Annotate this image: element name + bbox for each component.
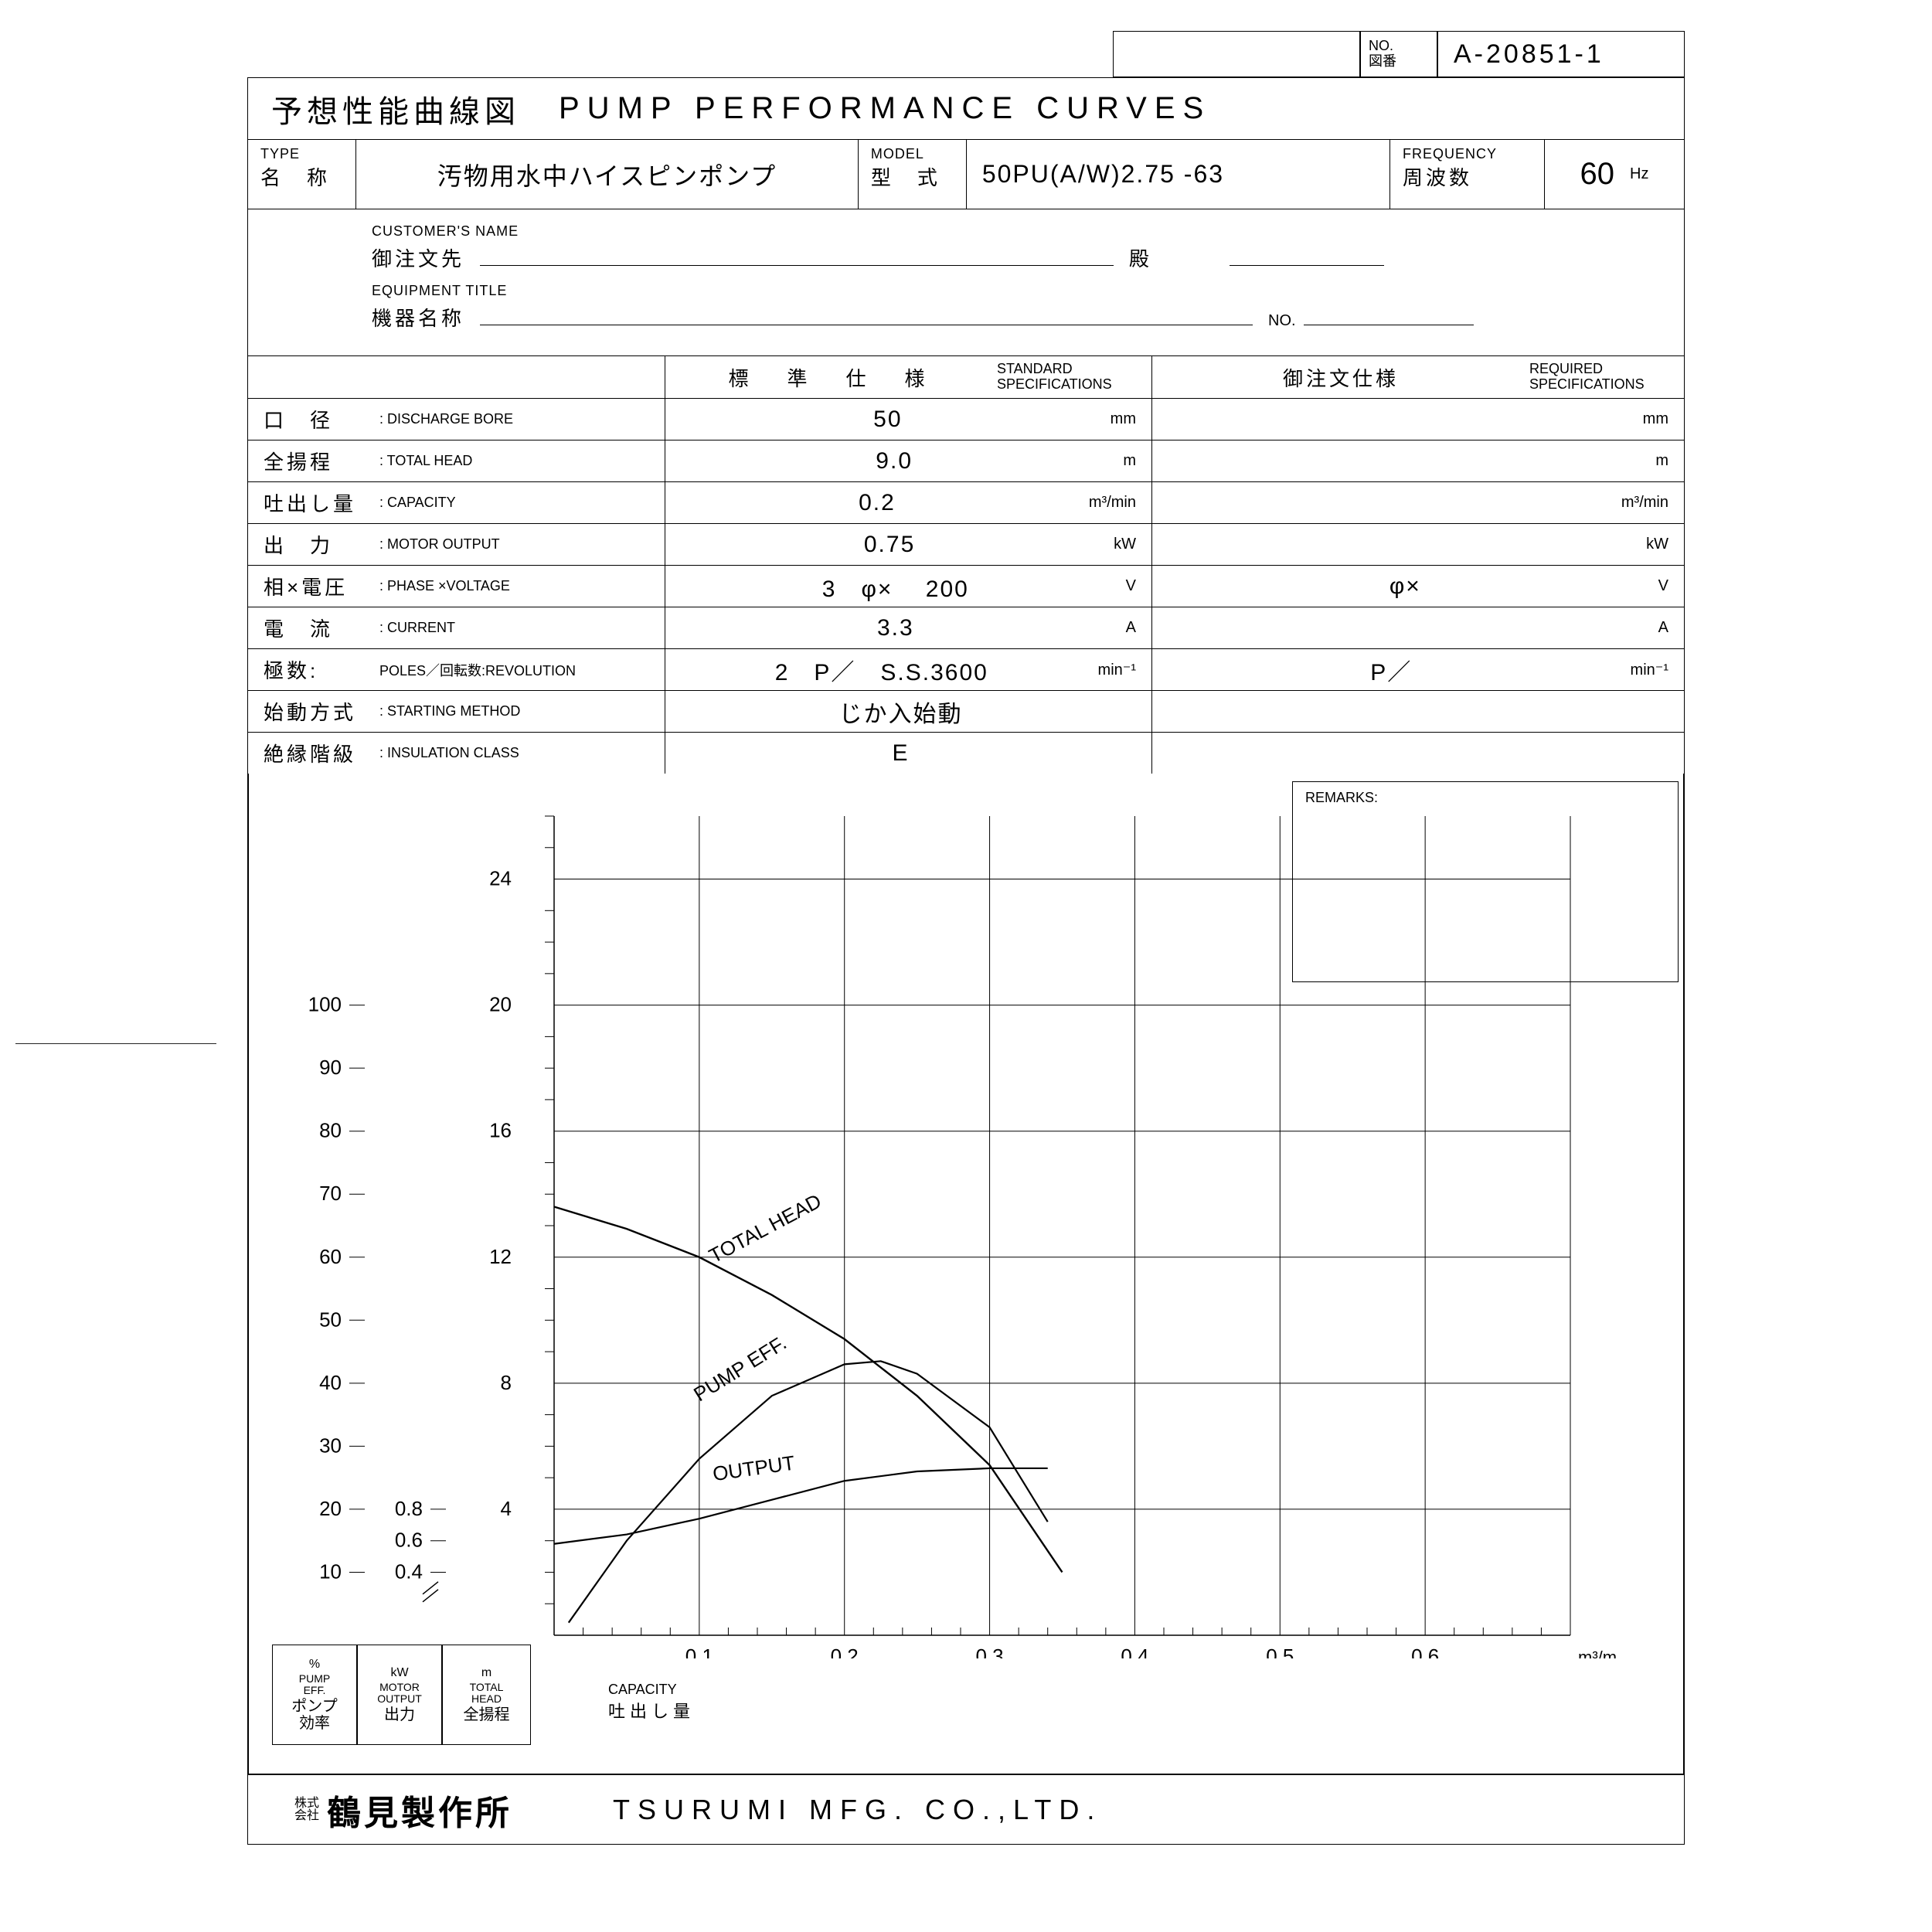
svg-text:100: 100 <box>308 993 342 1016</box>
svg-text:m³/min: m³/min <box>1578 1648 1617 1658</box>
svg-text:20: 20 <box>319 1497 342 1520</box>
footer-row: 株式 会社 鶴見製作所 TSURUMI MFG. CO.,LTD. <box>248 1774 1684 1844</box>
freq-unit: Hz <box>1630 165 1648 183</box>
customer-name-label-jp: 御注文先 <box>372 243 464 272</box>
equipment-label-jp: 機器名称 <box>372 303 464 332</box>
x-axis-caption: CAPACITY吐出し量 <box>608 1682 695 1723</box>
svg-text:TOTAL HEAD: TOTAL HEAD <box>705 1189 825 1268</box>
svg-text:4: 4 <box>501 1497 512 1520</box>
equipment-no-label: NO. <box>1268 312 1296 330</box>
svg-text:60: 60 <box>319 1245 342 1268</box>
freq-label-jp: 周波数 <box>1403 162 1544 191</box>
axis-label-box: kWMOTOR OUTPUT出力 <box>357 1645 442 1745</box>
svg-text:30: 30 <box>319 1434 342 1457</box>
spec-row: 電 流: CURRENT3.3AA <box>248 607 1684 648</box>
customer-honorific: 殿 <box>1129 243 1152 272</box>
svg-text:50: 50 <box>319 1308 342 1331</box>
spec-row: 極数:POLES／回転数:REVOLUTION2 P／ S.S.3600min⁻… <box>248 648 1684 690</box>
type-label-jp: 名 称 <box>260 162 355 191</box>
title-en: PUMP PERFORMANCE CURVES <box>559 91 1211 126</box>
svg-text:24: 24 <box>489 867 512 890</box>
svg-text:80: 80 <box>319 1119 342 1142</box>
title-row: 予想性能曲線図 PUMP PERFORMANCE CURVES <box>248 77 1684 139</box>
spec-row: 始動方式: STARTING METHODじか入始動 <box>248 690 1684 732</box>
svg-text:0.4: 0.4 <box>1121 1645 1148 1658</box>
svg-text:0.5: 0.5 <box>1266 1645 1294 1658</box>
axis-label-box: mTOTAL HEAD全揚程 <box>442 1645 531 1745</box>
freq-value: 60 <box>1580 157 1615 192</box>
footer-prefix: 株式 会社 <box>294 1798 319 1822</box>
document-page: NO. 図番 A-20851-1 予想性能曲線図 PUMP PERFORMANC… <box>247 31 1685 1845</box>
svg-text:8: 8 <box>501 1371 512 1394</box>
model-label-en: MODEL <box>871 146 966 162</box>
equipment-field <box>480 299 1253 325</box>
type-value: 汚物用水中ハイスピンポンプ <box>437 157 777 192</box>
type-label-en: TYPE <box>260 146 355 162</box>
customer-suffix-field <box>1230 240 1384 266</box>
svg-text:0.4: 0.4 <box>395 1560 423 1583</box>
svg-text:0.3: 0.3 <box>975 1645 1003 1658</box>
svg-text:70: 70 <box>319 1182 342 1205</box>
customer-block: CUSTOMER'S NAME 御注文先 殿 EQUIPMENT TITLE 機… <box>248 209 1684 355</box>
svg-text:OUTPUT: OUTPUT <box>711 1451 796 1486</box>
spec-row: 吐出し量: CAPACITY0.2m³/minm³/min <box>248 481 1684 523</box>
svg-text:0.8: 0.8 <box>395 1497 423 1520</box>
model-value: 50PU(A/W)2.75 -63 <box>982 160 1224 189</box>
docno-row: NO. 図番 A-20851-1 <box>247 31 1685 77</box>
model-label-jp: 型 式 <box>871 162 966 191</box>
footer-company-en: TSURUMI MFG. CO.,LTD. <box>613 1794 1102 1826</box>
spec-row: 絶縁階級: INSULATION CLASSE <box>248 732 1684 774</box>
header-row: TYPE 名 称 汚物用水中ハイスピンポンプ MODEL 型 式 50PU(A/… <box>248 139 1684 209</box>
decorative-dash <box>15 1043 216 1044</box>
svg-text:16: 16 <box>489 1119 512 1142</box>
svg-text:0.6: 0.6 <box>395 1529 423 1552</box>
title-jp: 予想性能曲線図 <box>271 87 520 131</box>
spec-row: 全揚程: TOTAL HEAD9.0mm <box>248 440 1684 481</box>
footer-logo-jp: 鶴見製作所 <box>327 1785 512 1835</box>
svg-text:0.6: 0.6 <box>1411 1645 1439 1658</box>
equipment-no-field <box>1304 299 1474 325</box>
axis-label-box: %PUMP EFF.ポンプ 効率 <box>272 1645 357 1745</box>
customer-name-label-en: CUSTOMER'S NAME <box>372 223 1653 240</box>
spec-table: 標 準 仕 様STANDARD SPECIFICATIONS御注文仕様REQUI… <box>248 355 1684 774</box>
spec-row: 出 力: MOTOR OUTPUT0.75kWkW <box>248 523 1684 565</box>
svg-text:40: 40 <box>319 1371 342 1394</box>
customer-name-field <box>480 240 1114 266</box>
main-frame: 予想性能曲線図 PUMP PERFORMANCE CURVES TYPE 名 称… <box>247 77 1685 1845</box>
spec-row: 口 径: DISCHARGE BORE50mmmm <box>248 398 1684 440</box>
svg-text:0.2: 0.2 <box>831 1645 859 1658</box>
spec-row: 相×電圧: PHASE ×VOLTAGE3 φ× 200Vφ×V <box>248 565 1684 607</box>
svg-text:20: 20 <box>489 993 512 1016</box>
svg-text:12: 12 <box>489 1245 512 1268</box>
docno-label: NO. 図番 <box>1360 31 1437 77</box>
svg-text:90: 90 <box>319 1056 342 1079</box>
docno-value: A-20851-1 <box>1437 31 1685 77</box>
svg-text:0.1: 0.1 <box>685 1645 713 1658</box>
equipment-label-en: EQUIPMENT TITLE <box>372 283 1653 299</box>
freq-label-en: FREQUENCY <box>1403 146 1544 162</box>
svg-text:10: 10 <box>319 1560 342 1583</box>
chart-area: REMARKS:0.10.20.30.40.50.6m³/min48121620… <box>248 774 1684 1774</box>
